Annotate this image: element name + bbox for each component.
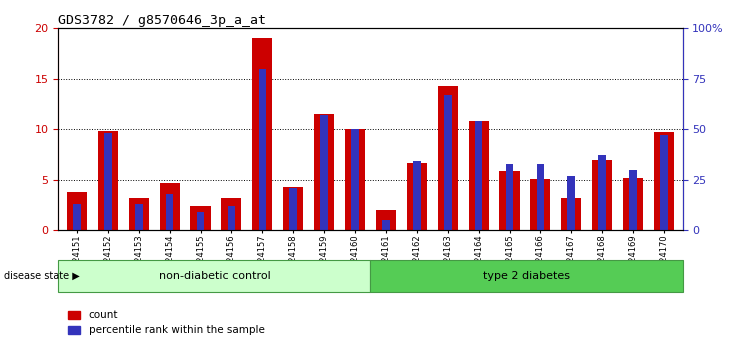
Bar xyxy=(58,260,370,292)
Bar xyxy=(191,206,210,230)
Bar xyxy=(104,133,112,230)
Bar xyxy=(382,220,390,230)
Bar xyxy=(561,198,581,230)
Bar xyxy=(599,155,606,230)
Bar xyxy=(469,121,488,230)
Bar xyxy=(623,178,643,230)
Text: GDS3782 / g8570646_3p_a_at: GDS3782 / g8570646_3p_a_at xyxy=(58,14,266,27)
Bar xyxy=(407,162,427,230)
Bar xyxy=(531,179,550,230)
Text: non-diabetic control: non-diabetic control xyxy=(158,271,270,281)
Bar xyxy=(351,129,359,230)
Bar xyxy=(506,164,513,230)
Bar xyxy=(196,212,204,230)
Bar xyxy=(283,187,303,230)
Bar xyxy=(345,129,365,230)
Bar xyxy=(98,131,118,230)
Bar xyxy=(376,210,396,230)
Bar xyxy=(253,39,272,230)
Bar xyxy=(221,198,242,230)
Bar xyxy=(629,170,637,230)
Bar xyxy=(128,198,149,230)
Text: type 2 diabetes: type 2 diabetes xyxy=(483,271,570,281)
Bar xyxy=(567,176,575,230)
Bar xyxy=(314,114,334,230)
Bar xyxy=(67,192,87,230)
Bar xyxy=(320,115,328,230)
Bar xyxy=(592,160,612,230)
Bar xyxy=(289,188,297,230)
Bar xyxy=(499,171,520,230)
Bar xyxy=(228,206,235,230)
Legend: count, percentile rank within the sample: count, percentile rank within the sample xyxy=(64,306,269,339)
Bar xyxy=(413,161,420,230)
Bar xyxy=(135,204,142,230)
Bar xyxy=(660,135,668,230)
Bar xyxy=(438,86,458,230)
Bar xyxy=(654,132,674,230)
Bar xyxy=(73,204,81,230)
Bar xyxy=(166,194,174,230)
Bar xyxy=(258,69,266,230)
Bar xyxy=(537,164,545,230)
Bar xyxy=(444,95,452,230)
Text: disease state ▶: disease state ▶ xyxy=(4,271,80,281)
Bar xyxy=(160,183,180,230)
Bar xyxy=(474,121,483,230)
Bar xyxy=(370,260,683,292)
